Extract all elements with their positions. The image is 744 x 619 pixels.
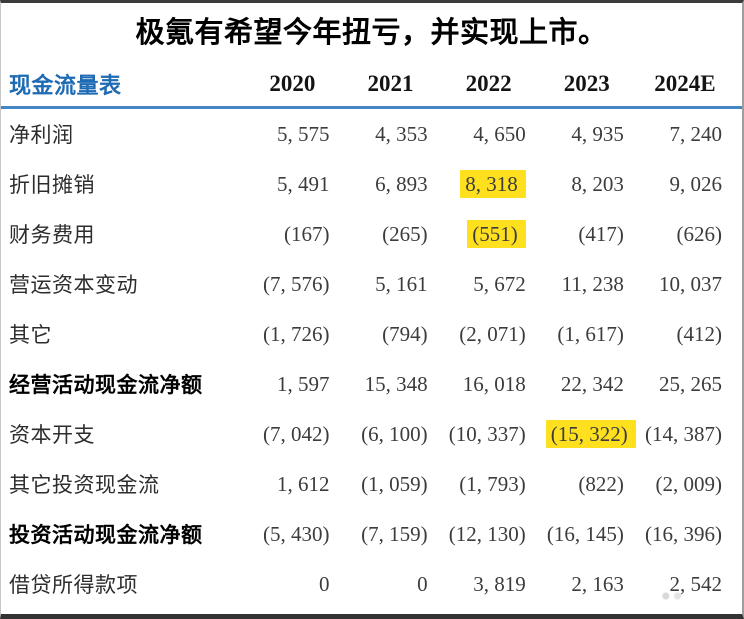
cell-value: (794) [382, 321, 428, 346]
cell-value: (7, 576) [262, 271, 330, 296]
table-row: 投资活动现金流净额 (5, 430) (7, 159) (12, 130) (16, 1… [1, 509, 742, 559]
cell-value: (265) [382, 221, 428, 246]
cell-value: (1, 059) [361, 471, 428, 496]
cell-value: 9, 026 [669, 171, 723, 196]
row-label: 财务费用 [9, 224, 95, 247]
cell-value: 2, 163 [571, 571, 624, 596]
row-label: 投资活动现金流净额 [9, 524, 203, 547]
table-row: 经营活动现金流净额 1, 597 15, 348 16, 018 22, 342 25, … [1, 359, 742, 409]
page-title: 极氪有希望今年扭亏，并实现上市。 [135, 17, 608, 49]
cell-value: (12, 130) [448, 521, 526, 546]
cell-value: 25, 265 [659, 371, 722, 396]
cell-value: 16, 018 [462, 371, 526, 396]
cell-value: (2, 071) [459, 321, 526, 346]
cell-value: (412) [676, 321, 723, 346]
table-row: 营运资本变动 (7, 576) 5, 161 5, 672 11, 238 10, 037 [1, 259, 742, 309]
cell-value: (417) [578, 221, 624, 246]
row-label: 折旧摊销 [9, 174, 95, 197]
row-label: 经营活动现金流净额 [9, 374, 203, 397]
table-name: 现金流量表 [1, 62, 252, 109]
cell-value: (7, 042) [262, 421, 330, 446]
table-row: 其它 (1, 726) (794) (2, 071) (1, 617) (412) [1, 309, 742, 359]
cell-value: 5, 491 [276, 171, 330, 196]
column-header-2022: 2022 [447, 62, 546, 109]
row-label: 资本开支 [9, 424, 95, 447]
cell-value: (822) [578, 471, 624, 496]
table-row: 其它投资现金流 1, 612 (1, 059) (1, 793) (822) (2, 00… [1, 459, 742, 509]
cell-value: 11, 238 [561, 271, 624, 296]
cell-value: 1, 597 [276, 371, 330, 396]
table-row: 资本开支 (7, 042) (6, 100) (10, 337) (15, 322) (1… [1, 409, 742, 459]
column-header-2024E: 2024E [643, 62, 742, 109]
cell-value: (1, 793) [459, 471, 526, 496]
cell-value: 4, 650 [473, 121, 526, 146]
cell-value: 2, 542 [669, 571, 723, 596]
cell-value: (15, 322) [545, 409, 644, 459]
cell-value: 4, 935 [571, 121, 624, 146]
cell-value: (7, 159) [361, 521, 428, 546]
row-label: 借贷所得款项 [9, 574, 138, 597]
cell-value: (1, 726) [262, 321, 330, 346]
cell-value: (551) [448, 209, 546, 259]
highlighted-value: 8, 318 [460, 169, 526, 198]
cell-value: (16, 145) [546, 521, 624, 546]
cell-value: 3, 819 [473, 571, 526, 596]
cell-value: (2, 009) [655, 471, 723, 496]
cell-value: (167) [283, 221, 330, 246]
cell-value: 10, 037 [659, 271, 722, 296]
row-label: 其它 [9, 324, 52, 347]
column-header-2023: 2023 [545, 62, 644, 109]
row-label: 其它投资现金流 [9, 474, 160, 497]
cell-value: (14, 387) [645, 421, 722, 446]
cell-value: 5, 672 [473, 271, 526, 296]
table-row: 折旧摊销 5, 491 6, 893 8, 318 8, 203 9, 026 [1, 159, 742, 209]
table-row: 借贷所得款项 0 0 3, 819 2, 163 2, 542 [1, 559, 742, 609]
cell-value: (1, 617) [557, 321, 624, 346]
table-row: 财务费用 (167) (265) (551) (417) (626) [1, 209, 742, 259]
cell-value: 5, 575 [276, 121, 330, 146]
cell-value: (10, 337) [448, 421, 526, 446]
cell-value: (5, 430) [262, 521, 330, 546]
highlighted-value: (551) [467, 219, 526, 248]
cell-value: 6, 893 [375, 171, 428, 196]
cell-value: 15, 348 [364, 371, 428, 396]
cell-value: 8, 203 [571, 171, 624, 196]
highlighted-value: (15, 322) [545, 419, 636, 448]
cell-value: 5, 161 [375, 271, 428, 296]
column-header-2020: 2020 [251, 62, 350, 109]
cell-value: 1, 612 [276, 471, 330, 496]
table-body: 净利润 5, 575 4, 353 4, 650 4, 935 7, 240 折旧摊销 5, … [1, 108, 742, 610]
cell-value: (6, 100) [361, 421, 428, 446]
row-label: 营运资本变动 [9, 274, 138, 297]
cell-value: 8, 318 [448, 159, 546, 209]
cell-value: (16, 396) [645, 521, 722, 546]
cell-value: (626) [676, 221, 723, 246]
header-row: 现金流量表 2020 2021 2022 2023 2024E [1, 62, 742, 109]
cell-value: 4, 353 [375, 121, 428, 146]
table-row: 净利润 5, 575 4, 353 4, 650 4, 935 7, 240 [1, 108, 742, 160]
cell-value: 0 [318, 571, 330, 596]
row-label: 净利润 [9, 124, 74, 147]
cell-value: 7, 240 [669, 121, 723, 146]
cell-value: 22, 342 [560, 371, 624, 396]
cell-value: 0 [417, 571, 428, 596]
column-header-2021: 2021 [349, 62, 448, 109]
cashflow-table: 现金流量表 2020 2021 2022 2023 2024E 净利润 5, 575 4, … [1, 62, 742, 609]
